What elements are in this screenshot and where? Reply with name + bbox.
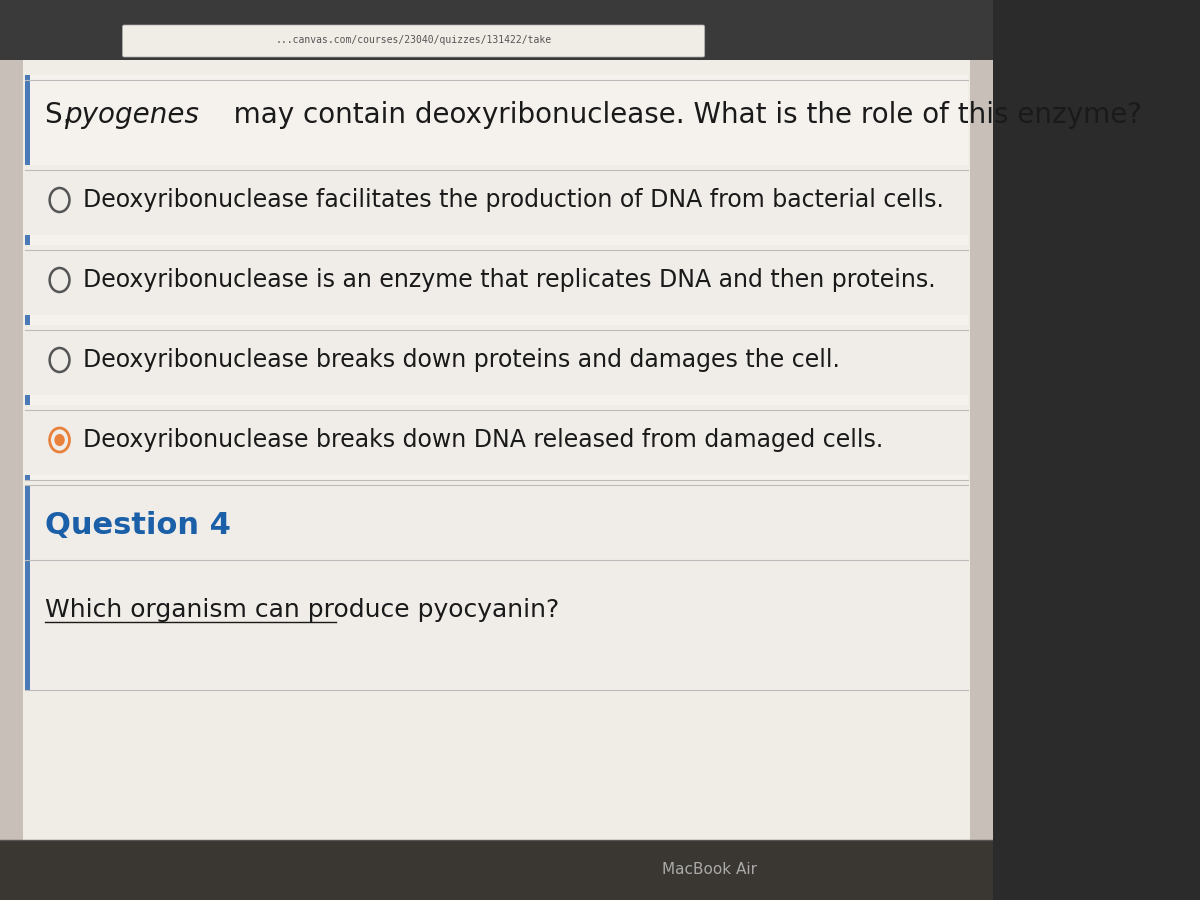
FancyBboxPatch shape: [0, 840, 992, 900]
FancyBboxPatch shape: [25, 75, 967, 480]
FancyBboxPatch shape: [25, 485, 967, 690]
Text: Which organism can produce pyocyanin?: Which organism can produce pyocyanin?: [46, 598, 559, 622]
Text: MacBook Air: MacBook Air: [661, 862, 757, 878]
Text: Deoxyribonuclease is an enzyme that replicates DNA and then proteins.: Deoxyribonuclease is an enzyme that repl…: [83, 268, 935, 292]
Text: Question 4: Question 4: [46, 510, 232, 539]
Text: S.: S.: [46, 101, 80, 129]
FancyBboxPatch shape: [25, 325, 967, 395]
FancyBboxPatch shape: [122, 25, 704, 57]
FancyBboxPatch shape: [0, 60, 23, 900]
Text: ...canvas.com/courses/23040/quizzes/131422/take: ...canvas.com/courses/23040/quizzes/1314…: [276, 35, 552, 45]
FancyBboxPatch shape: [25, 245, 967, 315]
FancyBboxPatch shape: [25, 75, 30, 480]
FancyBboxPatch shape: [0, 0, 992, 70]
FancyBboxPatch shape: [25, 165, 967, 235]
FancyBboxPatch shape: [23, 60, 971, 900]
Text: Deoxyribonuclease facilitates the production of DNA from bacterial cells.: Deoxyribonuclease facilitates the produc…: [83, 188, 943, 212]
FancyBboxPatch shape: [25, 485, 30, 690]
Text: Deoxyribonuclease breaks down proteins and damages the cell.: Deoxyribonuclease breaks down proteins a…: [83, 348, 840, 372]
FancyBboxPatch shape: [25, 405, 967, 475]
Text: Deoxyribonuclease breaks down DNA released from damaged cells.: Deoxyribonuclease breaks down DNA releas…: [83, 428, 883, 452]
Text: pyogenes: pyogenes: [65, 101, 199, 129]
Circle shape: [55, 435, 64, 445]
Text: may contain deoxyribonuclease. What is the role of this enzyme?: may contain deoxyribonuclease. What is t…: [65, 101, 1141, 129]
FancyBboxPatch shape: [971, 60, 992, 900]
